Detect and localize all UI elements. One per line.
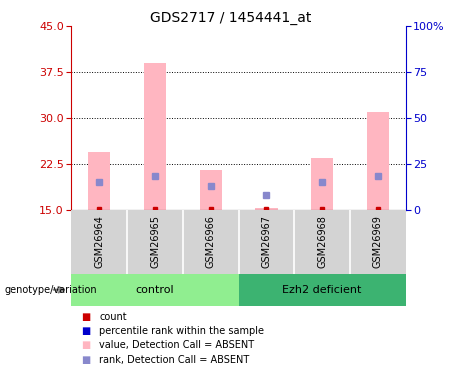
Bar <box>88 152 111 210</box>
Text: ■: ■ <box>81 326 90 336</box>
Text: genotype/variation: genotype/variation <box>5 285 97 295</box>
Bar <box>238 274 406 306</box>
Bar <box>71 274 239 306</box>
Text: GDS2717 / 1454441_at: GDS2717 / 1454441_at <box>150 11 311 25</box>
Text: GSM26965: GSM26965 <box>150 215 160 268</box>
Text: Ezh2 deficient: Ezh2 deficient <box>283 285 362 295</box>
Bar <box>200 170 222 210</box>
Bar <box>311 158 333 210</box>
Bar <box>144 63 166 210</box>
Text: GSM26964: GSM26964 <box>95 215 104 268</box>
Text: control: control <box>136 285 174 295</box>
Text: GSM26969: GSM26969 <box>373 215 383 268</box>
Text: rank, Detection Call = ABSENT: rank, Detection Call = ABSENT <box>99 355 249 364</box>
Text: GSM26968: GSM26968 <box>317 215 327 268</box>
Text: GSM26966: GSM26966 <box>206 215 216 268</box>
Text: ■: ■ <box>81 355 90 364</box>
Text: GSM26967: GSM26967 <box>261 215 272 268</box>
Text: percentile rank within the sample: percentile rank within the sample <box>99 326 264 336</box>
Text: value, Detection Call = ABSENT: value, Detection Call = ABSENT <box>99 340 254 350</box>
Text: ■: ■ <box>81 340 90 350</box>
Bar <box>255 208 278 210</box>
Text: ■: ■ <box>81 312 90 322</box>
Text: count: count <box>99 312 127 322</box>
Bar <box>366 112 389 210</box>
